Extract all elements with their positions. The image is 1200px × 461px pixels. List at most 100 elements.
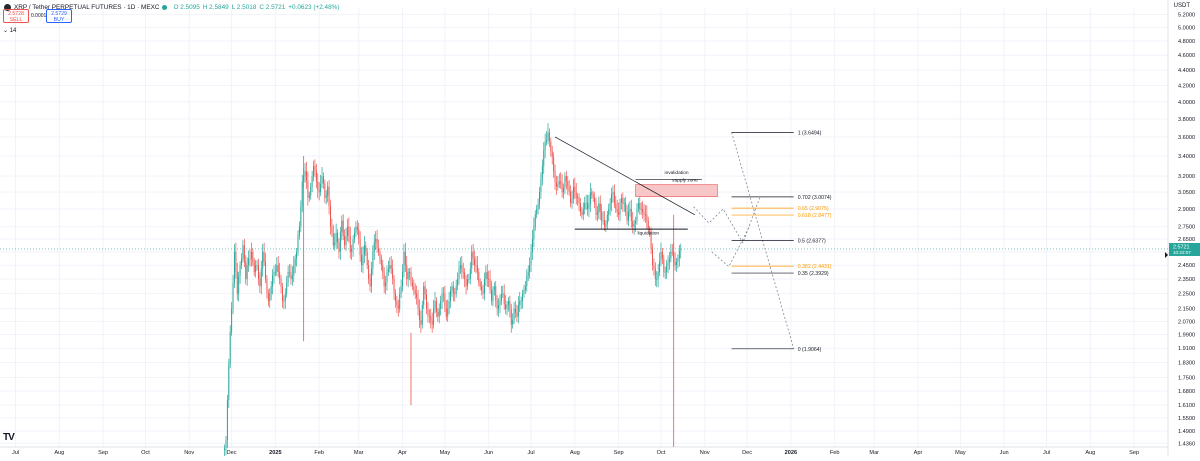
candle-body	[256, 265, 258, 266]
y-tick-label: 2.7500	[1178, 225, 1195, 231]
candle-body	[442, 293, 444, 295]
candle-body	[397, 304, 399, 309]
x-tick-label: Jun	[484, 450, 493, 456]
candle-body	[262, 251, 264, 269]
candle-body	[252, 251, 254, 262]
candle-body	[671, 251, 673, 253]
candle-body	[668, 258, 670, 262]
candle-body	[505, 304, 507, 309]
candle-body	[242, 245, 244, 259]
candle-body	[652, 248, 653, 266]
fib-level-label: 0 (1.9064)	[798, 347, 822, 353]
candle-body	[602, 220, 604, 222]
candle-body	[536, 208, 538, 215]
candle-body	[632, 220, 634, 227]
candle-body	[325, 195, 327, 198]
y-tick-label: 3.6000	[1178, 135, 1195, 141]
candle-body	[622, 197, 624, 204]
ohlc-low: L 2.5018	[231, 3, 257, 11]
candle-body	[466, 279, 468, 287]
candle-body	[409, 272, 411, 273]
candle-body	[636, 208, 638, 221]
candle-body	[274, 271, 276, 273]
candle-body	[331, 226, 333, 233]
candle-body	[438, 308, 440, 317]
candle-body	[287, 272, 289, 283]
candle-body	[630, 208, 632, 221]
candle-body	[417, 297, 419, 309]
candle-body	[281, 286, 283, 302]
candle-body	[592, 194, 594, 198]
y-tick-label: 1.6800	[1178, 389, 1195, 395]
candle-body	[413, 286, 415, 290]
y-tick-label: 1.6100	[1178, 403, 1195, 409]
candle-body	[603, 220, 605, 227]
candle-body	[267, 293, 269, 302]
candle-body	[564, 176, 566, 188]
candle-body	[458, 268, 460, 280]
candle-body	[554, 171, 556, 183]
candle-body	[550, 141, 552, 152]
candle-body	[313, 165, 315, 177]
fib-level-label: 0.618 (2.8477)	[798, 213, 832, 219]
candle-body	[653, 265, 655, 269]
y-tick-label: 4.8000	[1178, 39, 1195, 45]
candle-body	[493, 286, 495, 291]
x-tick-label: Feb	[830, 450, 840, 456]
candle-body	[623, 203, 625, 205]
candle-body	[639, 203, 641, 210]
x-tick-label: Sep	[614, 450, 624, 456]
candle-body	[488, 278, 490, 280]
y-tick-label: 1.5500	[1178, 416, 1195, 422]
candle-body	[450, 290, 452, 302]
candle-body	[250, 251, 252, 259]
candle-body	[321, 176, 323, 185]
candle-body	[643, 211, 645, 215]
candle-body	[406, 265, 408, 280]
candle-body	[375, 239, 377, 243]
candle-body	[369, 278, 371, 287]
sell-price: 2.5728	[8, 11, 24, 17]
buy-button[interactable]: 2.5729 BUY	[46, 9, 72, 23]
y-tick-label: 2.2500	[1178, 292, 1195, 298]
candle-body	[334, 242, 336, 246]
candle-body	[553, 157, 555, 172]
volume-indicator[interactable]: ⌄ 14	[3, 28, 17, 34]
candle-body	[311, 176, 313, 187]
candle-body	[348, 226, 350, 236]
candle-body	[246, 265, 248, 280]
candle-body	[575, 192, 577, 198]
candle-body	[606, 214, 608, 225]
candle-body	[626, 211, 628, 221]
candle-body	[509, 301, 511, 310]
sell-button[interactable]: 2.5728 SELL	[3, 9, 29, 23]
x-tick-label: Dec	[742, 450, 752, 456]
candle-body	[529, 265, 531, 273]
tradingview-logo[interactable]: TV	[3, 432, 15, 443]
symbol-title[interactable]: XRP / Tether PERPETUAL FUTURES · 1D · ME…	[14, 3, 160, 11]
candle-body	[308, 195, 310, 198]
candle-body	[619, 202, 621, 215]
y-tick-label: 1.9100	[1178, 346, 1195, 352]
x-tick-label: Aug	[570, 450, 580, 456]
candle-body	[451, 286, 453, 291]
currency-selector[interactable]: USDT	[1173, 3, 1190, 9]
candle-body	[522, 293, 524, 301]
candle-body	[283, 300, 285, 302]
candle-body	[654, 268, 656, 280]
candle-body	[355, 226, 357, 233]
candle-body	[342, 220, 344, 237]
candle-body	[414, 289, 416, 294]
candle-body	[263, 251, 265, 263]
candle-body	[396, 301, 398, 305]
candle-body	[265, 262, 267, 280]
x-tick-label: Oct	[141, 450, 150, 456]
candle-body	[468, 279, 470, 280]
y-tick-label: 1.7500	[1178, 375, 1195, 381]
candle-body	[427, 308, 429, 316]
candle-body	[232, 282, 234, 309]
candle-body	[579, 203, 581, 213]
candle-body	[365, 245, 367, 252]
candle-body	[362, 255, 364, 266]
